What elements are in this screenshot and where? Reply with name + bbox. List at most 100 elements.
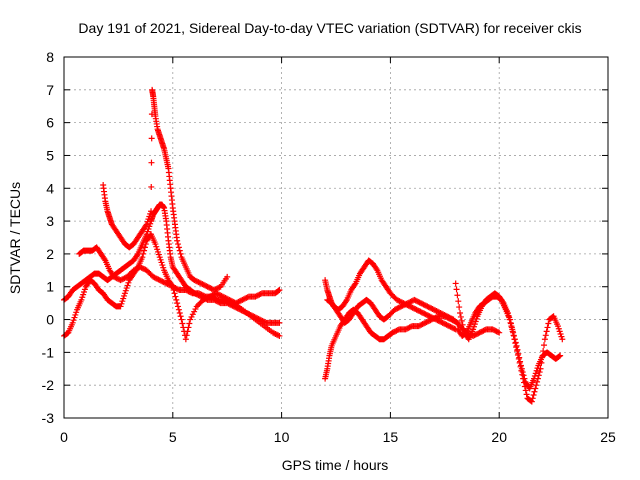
data-point-trace-h — [456, 304, 463, 311]
data-point-trace-b — [156, 254, 163, 261]
data-point-trace-c — [191, 277, 198, 284]
data-point-trace-g — [450, 316, 457, 323]
x-tick-label: 0 — [60, 429, 68, 445]
data-point-trace-d — [243, 294, 250, 301]
data-point-trace-i — [538, 359, 545, 366]
data-point-trace-d — [228, 298, 235, 305]
data-point-trace-b — [269, 329, 276, 336]
data-point-trace-c — [194, 278, 201, 285]
data-point-trace-d — [163, 280, 170, 287]
data-point-trace-e — [442, 321, 449, 328]
data-point-trace-b — [198, 291, 205, 298]
data-point-trace-g — [404, 300, 411, 307]
data-point-trace-g — [453, 319, 460, 326]
data-point-trace-d — [121, 275, 128, 282]
data-point-trace-b — [71, 314, 78, 321]
data-point-trace-g — [457, 323, 464, 330]
data-point-trace-a — [134, 252, 141, 259]
data-point-trace-d — [154, 275, 161, 282]
data-point-trace-c — [202, 282, 209, 289]
data-point-trace-c — [216, 284, 223, 291]
data-point-trace-b — [182, 287, 189, 294]
data-point-trace-e — [416, 308, 423, 315]
data-point-trace-d — [200, 296, 207, 303]
y-tick-label: 6 — [46, 115, 54, 131]
data-point-trace-f — [427, 317, 434, 324]
data-point-trace-d — [160, 279, 167, 286]
data-point-trace-e — [450, 325, 457, 332]
data-point-trace-e — [451, 325, 458, 332]
data-point-trace-d — [202, 295, 209, 302]
data-point-trace-d — [128, 269, 135, 276]
data-point-trace-i — [509, 328, 516, 335]
data-point-trace-e — [439, 319, 446, 326]
data-point-trace-d — [275, 287, 282, 294]
data-point-trace-g — [446, 314, 453, 321]
data-point-trace-g — [403, 300, 410, 307]
data-point-trace-b — [271, 330, 278, 337]
data-point-trace-c — [148, 135, 155, 142]
data-point-trace-b — [125, 279, 132, 286]
data-point-trace-i — [556, 328, 563, 335]
data-point-trace-b — [142, 241, 149, 248]
data-point-trace-c — [207, 285, 214, 292]
data-point-trace-g — [496, 329, 503, 336]
data-point-trace-c — [174, 237, 181, 244]
data-point-trace-b — [81, 286, 88, 293]
data-point-trace-d — [276, 287, 283, 294]
data-point-trace-d — [176, 309, 183, 316]
data-point-trace-b — [153, 243, 160, 250]
data-point-trace-i — [507, 316, 514, 323]
data-point-trace-h — [556, 353, 563, 360]
data-point-trace-f — [426, 317, 433, 324]
data-point-trace-h — [452, 280, 459, 287]
y-tick-label: 0 — [46, 312, 54, 328]
data-point-trace-d — [252, 293, 259, 300]
data-point-trace-f — [394, 327, 401, 334]
data-point-trace-c — [146, 213, 153, 220]
data-point-trace-b — [120, 295, 127, 302]
data-point-trace-i — [510, 332, 517, 339]
data-point-trace-b — [158, 259, 165, 266]
data-point-trace-f — [407, 323, 414, 330]
data-point-trace-e — [390, 292, 397, 299]
y-tick-label: -1 — [42, 344, 55, 360]
data-point-trace-d — [205, 294, 212, 301]
data-point-trace-d — [117, 277, 124, 284]
data-point-trace-h — [534, 365, 541, 372]
data-point-trace-g — [387, 310, 394, 317]
data-point-trace-g — [416, 299, 423, 306]
data-point-trace-d — [242, 295, 249, 302]
data-point-trace-d — [180, 324, 187, 331]
data-point-trace-d — [222, 294, 229, 301]
data-point-trace-h — [533, 367, 540, 374]
data-point-trace-f — [389, 329, 396, 336]
data-point-trace-d — [125, 272, 132, 279]
data-point-trace-g — [395, 304, 402, 311]
data-point-trace-g — [399, 302, 406, 309]
data-point-trace-i — [555, 325, 562, 332]
data-point-trace-d — [118, 276, 125, 283]
data-point-trace-b — [79, 294, 86, 301]
data-point-trace-d — [133, 266, 140, 273]
data-point-trace-g — [480, 327, 487, 334]
data-point-trace-c — [192, 277, 199, 284]
data-point-trace-d — [187, 316, 194, 323]
data-point-trace-g — [474, 330, 481, 337]
data-point-trace-d — [126, 271, 133, 278]
data-point-trace-g — [393, 306, 400, 313]
data-point-trace-i — [532, 385, 539, 392]
x-tick-label: 25 — [600, 429, 616, 445]
data-point-trace-g — [494, 329, 501, 336]
data-point-trace-e — [420, 309, 427, 316]
data-point-trace-e — [395, 297, 402, 304]
data-point-trace-i — [544, 324, 551, 331]
data-point-trace-d — [175, 306, 182, 313]
data-point-trace-g — [490, 327, 497, 334]
points-layer — [61, 86, 566, 405]
data-point-trace-b — [81, 288, 88, 295]
data-point-trace-i — [508, 324, 515, 331]
data-point-trace-d — [156, 277, 163, 284]
x-tick-label: 15 — [383, 429, 399, 445]
data-point-trace-g — [440, 311, 447, 318]
